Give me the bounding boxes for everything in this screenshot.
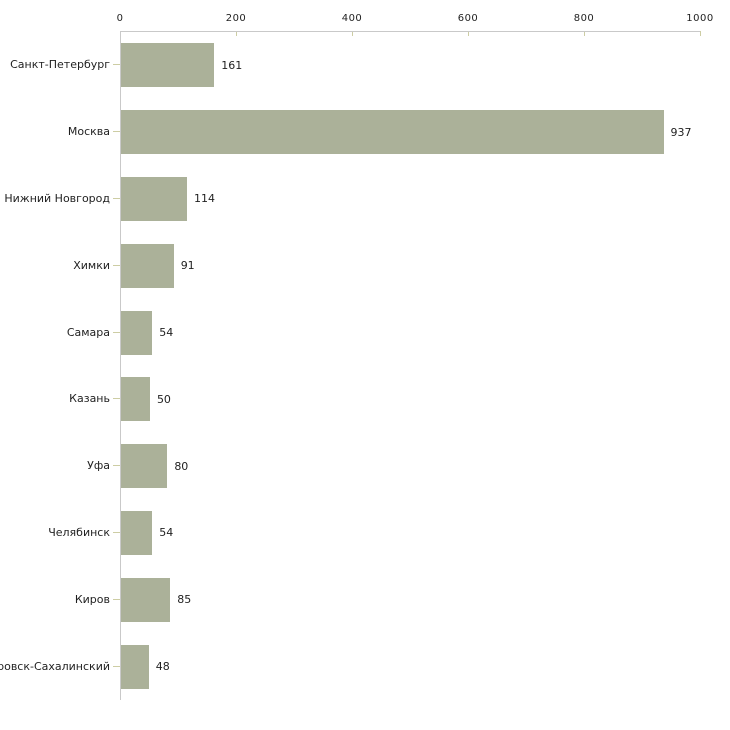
category-label: Челябинск [0, 499, 120, 566]
bar-value-label: 161 [221, 58, 243, 72]
bar-value-label: 114 [194, 192, 215, 206]
bar-row: 80 [121, 433, 700, 500]
category-tick-mark [113, 398, 120, 400]
bar-value-label: 54 [159, 526, 174, 540]
bar-row: 161 [121, 32, 700, 99]
category-label-text: Челябинск [48, 526, 110, 540]
category-label-text: Киров [74, 593, 110, 607]
category-label-text: Нижний Новгород [4, 191, 110, 205]
category-tick-mark [113, 63, 120, 65]
category-tick-mark [113, 130, 120, 132]
category-label: Москва [0, 98, 120, 165]
x-tick-label: 1000 [686, 13, 714, 24]
x-axis: 0 200 400 600 800 1000 [116, 0, 713, 36]
bar-value-label: 50 [156, 392, 171, 406]
bar [121, 510, 153, 555]
bar [121, 444, 168, 489]
bar-value-label: 937 [670, 125, 692, 139]
x-tick-label: 0 [116, 13, 124, 24]
bar-row: 54 [121, 299, 700, 366]
bar [121, 243, 174, 288]
category-label-text: Александровск-Сахалинский [0, 660, 110, 674]
bar-value-label: 80 [174, 459, 189, 473]
category-label-text: Химки [73, 258, 110, 272]
category-label-text: Санкт-Петербург [10, 57, 110, 71]
bar-row: 91 [121, 232, 700, 299]
bar [121, 644, 149, 689]
category-tick-mark [113, 465, 120, 467]
bar-row: 50 [121, 366, 700, 433]
bar-row: 48 [121, 633, 700, 700]
x-tick-label: 400 [341, 13, 363, 24]
x-tick-label: 600 [457, 13, 479, 24]
x-tick-mark [352, 31, 353, 36]
category-label: Александровск-Сахалинский [0, 633, 120, 700]
bar [121, 110, 664, 155]
category-label-text: Казань [69, 392, 110, 406]
bar-value-label: 48 [155, 660, 170, 674]
category-tick-mark [113, 599, 120, 601]
bar-value-label: 91 [180, 259, 195, 273]
plot-area: 161 937 114 91 54 50 80 54 85 48 [120, 31, 700, 700]
bar-value-label: 85 [177, 593, 192, 607]
x-tick-mark [236, 31, 237, 36]
x-tick-label: 800 [573, 13, 595, 24]
bar-value-label: 54 [159, 326, 174, 340]
bar [121, 577, 171, 622]
category-tick-mark [113, 197, 120, 199]
x-tick-mark [468, 31, 469, 36]
category-tick-mark [113, 532, 120, 534]
bar [121, 176, 187, 221]
category-tick-mark [113, 264, 120, 266]
bar-row: 937 [121, 99, 700, 166]
category-label: Нижний Новгород [0, 165, 120, 232]
x-tick-label: 200 [225, 13, 247, 24]
x-tick-mark [700, 31, 701, 36]
category-label-text: Уфа [87, 459, 110, 473]
bar [121, 310, 153, 355]
category-axis: Санкт-Петербург Москва Нижний Новгород Химк… [0, 31, 120, 700]
bar-row: 114 [121, 166, 700, 233]
category-label-text: Москва [67, 124, 110, 138]
category-tick-mark [113, 666, 120, 668]
bar-row: 54 [121, 500, 700, 567]
category-label: Киров [0, 566, 120, 633]
category-label: Санкт-Петербург [0, 31, 120, 98]
category-label: Самара [0, 299, 120, 366]
category-label: Казань [0, 366, 120, 433]
bar [121, 43, 215, 88]
x-tick-mark [584, 31, 585, 36]
bar-row: 85 [121, 566, 700, 633]
category-tick-mark [113, 331, 120, 333]
category-label: Химки [0, 232, 120, 299]
bar [121, 377, 150, 422]
category-label: Уфа [0, 432, 120, 499]
category-label-text: Самара [66, 325, 110, 339]
